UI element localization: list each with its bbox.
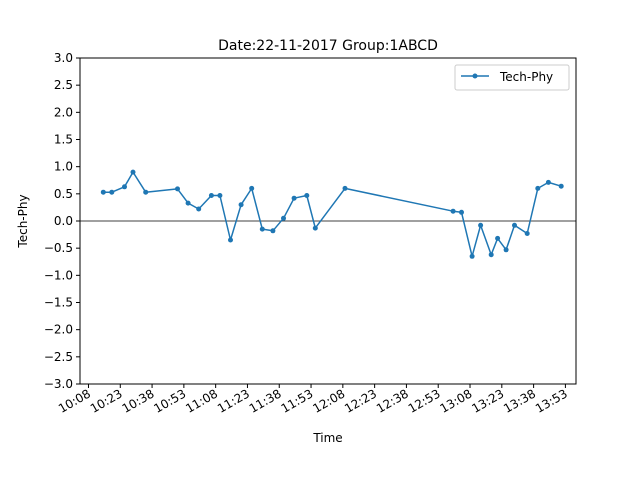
y-tick-label: −2.0 bbox=[44, 323, 73, 337]
data-point bbox=[545, 179, 551, 185]
y-tick-label: 0.5 bbox=[54, 187, 73, 201]
data-point bbox=[469, 253, 475, 259]
data-point bbox=[488, 252, 494, 258]
data-point bbox=[249, 185, 255, 191]
data-point bbox=[122, 184, 127, 190]
legend-label: Tech-Phy bbox=[499, 70, 553, 84]
data-point bbox=[259, 226, 265, 232]
data-point bbox=[100, 189, 106, 195]
y-tick-label: 2.0 bbox=[54, 105, 73, 119]
data-point bbox=[196, 206, 202, 212]
y-tick-label: 2.5 bbox=[54, 78, 73, 92]
data-point bbox=[535, 185, 541, 191]
data-point bbox=[342, 185, 348, 191]
y-tick-label: 0.0 bbox=[54, 214, 73, 228]
data-point bbox=[459, 209, 464, 215]
data-point bbox=[312, 225, 318, 231]
y-tick-label: −1.5 bbox=[44, 296, 73, 310]
data-point bbox=[304, 193, 310, 198]
data-point bbox=[495, 235, 501, 241]
legend-marker bbox=[472, 73, 478, 79]
data-point bbox=[175, 186, 180, 192]
data-point bbox=[558, 183, 564, 189]
data-point bbox=[208, 193, 214, 198]
y-axis-label: Tech-Phy bbox=[16, 194, 30, 248]
data-point bbox=[281, 215, 286, 221]
y-tick-label: 3.0 bbox=[54, 51, 73, 65]
data-point bbox=[143, 189, 149, 195]
data-point bbox=[109, 189, 115, 195]
y-tick-label: 1.0 bbox=[54, 160, 73, 174]
data-point bbox=[270, 228, 276, 234]
x-axis-label: Time bbox=[312, 431, 342, 445]
data-point bbox=[478, 222, 484, 228]
data-point bbox=[185, 200, 191, 206]
legend: Tech-Phy bbox=[454, 64, 570, 91]
data-point bbox=[503, 247, 509, 253]
legend-box bbox=[454, 64, 570, 91]
data-point bbox=[130, 169, 136, 175]
data-point bbox=[217, 193, 223, 198]
y-tick-label: −0.5 bbox=[44, 241, 73, 255]
y-tick-label: −2.5 bbox=[44, 350, 73, 364]
data-point bbox=[238, 202, 244, 208]
data-point bbox=[524, 231, 530, 236]
data-point bbox=[291, 195, 297, 201]
y-tick-label: −3.0 bbox=[44, 377, 73, 391]
data-point bbox=[512, 222, 517, 228]
y-tick-label: −1.0 bbox=[44, 268, 73, 282]
data-point bbox=[228, 237, 233, 243]
data-point bbox=[450, 208, 456, 214]
y-tick-label: 1.5 bbox=[54, 133, 73, 147]
chart-title: Date:22-11-2017 Group:1ABCD bbox=[218, 38, 438, 54]
